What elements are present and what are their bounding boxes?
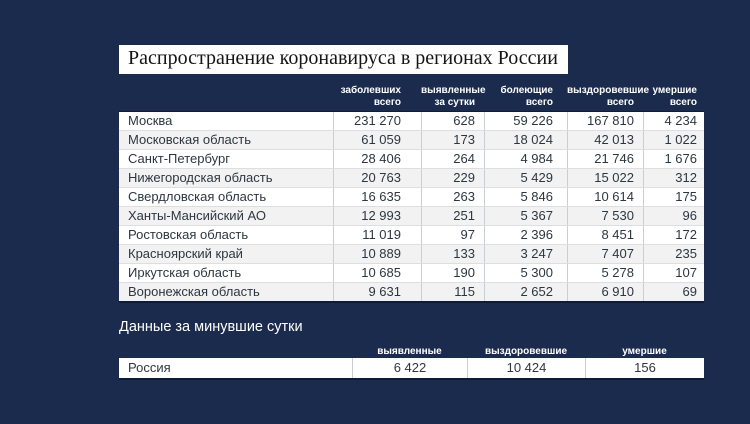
cell-recovered: 167 810: [567, 112, 643, 130]
cell-total-infected: 231 270: [333, 112, 421, 130]
cell-daily-new: 97: [421, 226, 484, 244]
cell-daily-new: 264: [421, 150, 484, 168]
column-header-daily-new: выявленные: [377, 345, 442, 357]
region-name: Москва: [119, 112, 333, 130]
page-title: Распространение коронавируса в регионах …: [119, 45, 568, 74]
region-name: Свердловская область: [119, 188, 333, 206]
table-row: Ханты-Мансийский АО 12 993 251 5 367 7 5…: [119, 207, 704, 226]
region-name: Московская область: [119, 131, 333, 149]
region-name: Красноярский край: [119, 245, 333, 263]
cell-daily-new: 628: [421, 112, 484, 130]
cell-currently-ill: 5 367: [484, 207, 567, 225]
cell-total-infected: 10 685: [333, 264, 421, 282]
cell-currently-ill: 2 652: [484, 283, 567, 301]
cell-daily-new: 190: [421, 264, 484, 282]
region-name: Россия: [119, 358, 352, 378]
cell-currently-ill: 5 300: [484, 264, 567, 282]
table-row: Россия 6 422 10 424 156: [119, 358, 704, 380]
cell-recovered: 6 910: [567, 283, 643, 301]
daily-section-label: Данные за минувшие сутки: [119, 319, 303, 335]
cell-total-infected: 9 631: [333, 283, 421, 301]
cell-daily-new: 263: [421, 188, 484, 206]
column-header-deaths: умершие всего: [652, 85, 697, 108]
region-name: Нижегородская область: [119, 169, 333, 187]
cell-deaths: 107: [643, 264, 704, 282]
cell-recovered: 10 424: [467, 358, 585, 378]
cell-total-infected: 16 635: [333, 188, 421, 206]
table-row: Свердловская область 16 635 263 5 846 10…: [119, 188, 704, 207]
cell-deaths: 175: [643, 188, 704, 206]
cell-currently-ill: 18 024: [484, 131, 567, 149]
cell-total-infected: 20 763: [333, 169, 421, 187]
cell-currently-ill: 4 984: [484, 150, 567, 168]
region-name: Ростовская область: [119, 226, 333, 244]
cell-total-infected: 11 019: [333, 226, 421, 244]
cell-daily-new: 115: [421, 283, 484, 301]
cell-recovered: 10 614: [567, 188, 643, 206]
regions-table-body: Москва 231 270 628 59 226 167 810 4 234 …: [119, 111, 704, 303]
cell-deaths: 96: [643, 207, 704, 225]
cell-daily-new: 251: [421, 207, 484, 225]
region-name: Ханты-Мансийский АО: [119, 207, 333, 225]
cell-deaths: 312: [643, 169, 704, 187]
cell-deaths: 156: [585, 358, 704, 378]
region-name: Санкт-Петербург: [119, 150, 333, 168]
cell-total-infected: 28 406: [333, 150, 421, 168]
table-row: Красноярский край 10 889 133 3 247 7 407…: [119, 245, 704, 264]
russia-daily-table-header: выявленные выздоровевшие умершие: [119, 344, 704, 358]
cell-total-infected: 10 889: [333, 245, 421, 263]
cell-recovered: 21 746: [567, 150, 643, 168]
column-header-currently-ill: болеющие всего: [500, 85, 553, 108]
table-row: Ростовская область 11 019 97 2 396 8 451…: [119, 226, 704, 245]
table-row: Московская область 61 059 173 18 024 42 …: [119, 131, 704, 150]
regions-table-header: заболевших всего выявленные за сутки бол…: [119, 82, 704, 111]
cell-daily-new: 173: [421, 131, 484, 149]
table-row: Москва 231 270 628 59 226 167 810 4 234: [119, 112, 704, 131]
cell-currently-ill: 2 396: [484, 226, 567, 244]
cell-deaths: 69: [643, 283, 704, 301]
column-header-total-infected: заболевших всего: [340, 85, 401, 108]
region-name: Иркутская область: [119, 264, 333, 282]
table-row: Иркутская область 10 685 190 5 300 5 278…: [119, 264, 704, 283]
table-row: Воронежская область 9 631 115 2 652 6 91…: [119, 283, 704, 301]
cell-deaths: 4 234: [643, 112, 704, 130]
table-row: Нижегородская область 20 763 229 5 429 1…: [119, 169, 704, 188]
russia-daily-table: выявленные выздоровевшие умершие Россия …: [119, 344, 704, 380]
cell-recovered: 8 451: [567, 226, 643, 244]
regions-table: заболевших всего выявленные за сутки бол…: [119, 82, 704, 303]
column-header-deaths: умершие: [622, 345, 667, 357]
column-header-recovered: выздоровевшие всего: [567, 85, 650, 108]
cell-deaths: 1 676: [643, 150, 704, 168]
cell-currently-ill: 5 846: [484, 188, 567, 206]
cell-total-infected: 61 059: [333, 131, 421, 149]
cell-daily-new: 133: [421, 245, 484, 263]
cell-recovered: 7 407: [567, 245, 643, 263]
cell-currently-ill: 5 429: [484, 169, 567, 187]
cell-currently-ill: 59 226: [484, 112, 567, 130]
column-header-daily-new: выявленные за сутки: [421, 85, 486, 108]
cell-recovered: 7 530: [567, 207, 643, 225]
cell-total-infected: 12 993: [333, 207, 421, 225]
cell-recovered: 15 022: [567, 169, 643, 187]
region-name: Воронежская область: [119, 283, 333, 301]
cell-deaths: 172: [643, 226, 704, 244]
cell-deaths: 235: [643, 245, 704, 263]
cell-deaths: 1 022: [643, 131, 704, 149]
column-header-recovered: выздоровевшие: [484, 345, 568, 357]
cell-currently-ill: 3 247: [484, 245, 567, 263]
cell-daily-new: 6 422: [352, 358, 467, 378]
cell-recovered: 5 278: [567, 264, 643, 282]
cell-recovered: 42 013: [567, 131, 643, 149]
cell-daily-new: 229: [421, 169, 484, 187]
table-row: Санкт-Петербург 28 406 264 4 984 21 746 …: [119, 150, 704, 169]
